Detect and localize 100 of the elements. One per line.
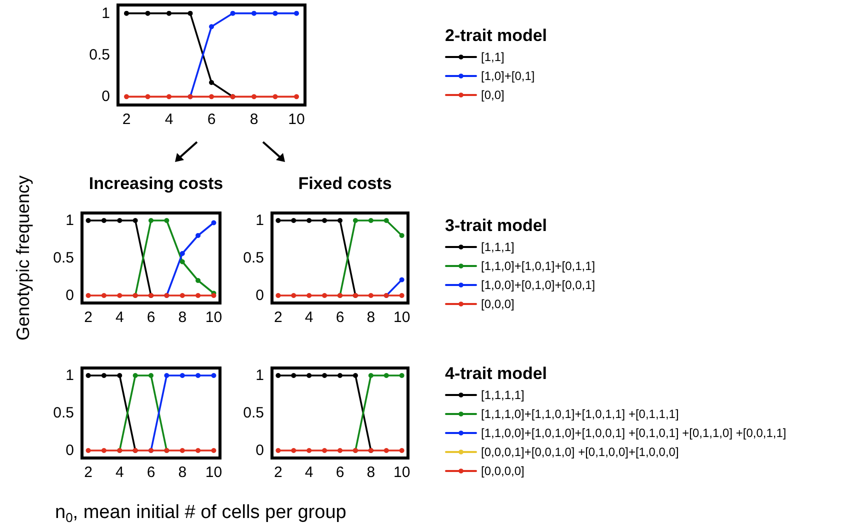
legend-label: [1,1,1] — [481, 240, 514, 254]
x-tick-label: 8 — [250, 111, 258, 128]
legend-label: [1,1] — [481, 50, 504, 64]
x-tick-label: 6 — [207, 111, 216, 128]
x-tick-label: 10 — [205, 309, 222, 326]
point — [291, 218, 296, 223]
x-tick-label: 2 — [84, 309, 92, 326]
point — [196, 278, 201, 283]
x-tick-label: 6 — [336, 309, 344, 326]
point — [180, 293, 185, 298]
point — [101, 293, 106, 298]
legend-title: 4-trait model — [445, 364, 548, 383]
point — [294, 10, 299, 16]
legend-label: [1,0]+[0,1] — [481, 69, 535, 83]
y-tick-label: 0 — [102, 88, 110, 106]
y-tick-label: 0 — [66, 442, 74, 459]
point — [166, 10, 172, 16]
x-tick-label: 2 — [274, 464, 282, 481]
point — [252, 10, 256, 16]
point — [294, 94, 299, 100]
point — [145, 94, 150, 100]
x-tick-label: 8 — [178, 464, 187, 481]
point — [306, 218, 312, 223]
point — [209, 94, 214, 100]
y-tick-label: 0 — [66, 287, 74, 304]
point — [399, 233, 404, 238]
point — [86, 218, 91, 223]
x-tick-label: 8 — [366, 464, 376, 481]
point — [145, 10, 150, 16]
point — [124, 94, 129, 100]
point — [322, 218, 328, 223]
legend-title: 3-trait model — [445, 216, 548, 235]
point — [86, 293, 91, 298]
legend-label: [0,0,0,0] — [481, 464, 524, 478]
point — [211, 220, 216, 226]
chart-title: Fixed costs — [298, 174, 392, 193]
x-tick-label: 10 — [393, 309, 410, 326]
point — [164, 218, 170, 223]
x-tick-label: 10 — [205, 464, 222, 481]
y-axis-title: Genotypic frequency — [13, 175, 33, 341]
point — [166, 94, 172, 100]
y-tick-label: 0.5 — [53, 250, 74, 266]
legend-label: [0,0,0,1]+[0,0,1,0] +[0,1,0,0]+[1,0,0,0] — [481, 445, 679, 459]
x-tick-label: 6 — [146, 309, 156, 326]
x-tick-label: 8 — [178, 309, 187, 326]
point — [276, 293, 281, 298]
point — [276, 218, 281, 223]
point — [132, 218, 138, 223]
legend-label: [1,0,0]+[0,1,0]+[0,0,1] — [481, 278, 596, 292]
y-tick-label: 1 — [102, 4, 110, 22]
y-tick-label: 1 — [66, 212, 74, 229]
y-tick-label: 0 — [256, 287, 264, 304]
x-tick-label: 4 — [115, 464, 124, 481]
x-tick-label: 4 — [304, 464, 314, 481]
x-tick-label: 8 — [366, 309, 376, 326]
point — [368, 293, 374, 298]
x-tick-label: 4 — [115, 309, 124, 326]
x-tick-label: 6 — [336, 464, 344, 481]
x-tick-label: 2 — [122, 111, 131, 128]
x-tick-label: 2 — [274, 309, 282, 326]
x-tick-label: 2 — [84, 464, 92, 481]
legend-label: [1,1,1,0]+[1,1,0,1]+[1,0,1,1] +[0,1,1,1] — [481, 407, 679, 421]
point — [117, 218, 122, 223]
x-tick-label: 10 — [393, 464, 410, 481]
y-tick-label: 0.5 — [53, 404, 74, 422]
legend-title: 2-trait model — [445, 26, 548, 45]
point — [272, 94, 278, 100]
point — [322, 293, 328, 298]
point — [180, 259, 185, 264]
point — [230, 10, 236, 16]
point — [124, 10, 129, 16]
point — [338, 218, 342, 223]
point — [180, 251, 185, 256]
legend-label: [0,0,0] — [481, 297, 514, 311]
x-tick-label: 4 — [304, 309, 314, 326]
legend-label: [1,1,1,1] — [481, 388, 524, 402]
point — [384, 218, 389, 223]
point — [148, 218, 154, 223]
y-tick-label: 0.5 — [243, 404, 264, 422]
point — [209, 80, 214, 85]
point — [368, 218, 374, 223]
point — [399, 293, 404, 298]
y-tick-label: 1 — [256, 212, 264, 229]
point — [306, 293, 312, 298]
point — [196, 233, 201, 238]
point — [291, 293, 296, 298]
y-tick-label: 0 — [256, 442, 264, 459]
y-tick-label: 1 — [256, 367, 264, 384]
point — [196, 293, 201, 298]
point — [117, 293, 122, 298]
point — [101, 218, 106, 223]
legend-label: [0,0] — [481, 88, 504, 102]
point — [211, 293, 216, 298]
y-tick-label: 0.5 — [243, 250, 264, 266]
chart-title: Increasing costs — [88, 174, 224, 193]
x-tick-label: 4 — [164, 111, 174, 128]
x-tick-label: 6 — [146, 464, 156, 481]
x-tick-label: 10 — [288, 111, 305, 128]
legend-label: [1,1,0,0]+[1,0,1,0]+[1,0,0,1] +[0,1,0,1] +[0,1,1,0] +[0,0,1,1] — [481, 426, 786, 440]
y-tick-label: 1 — [66, 367, 74, 384]
